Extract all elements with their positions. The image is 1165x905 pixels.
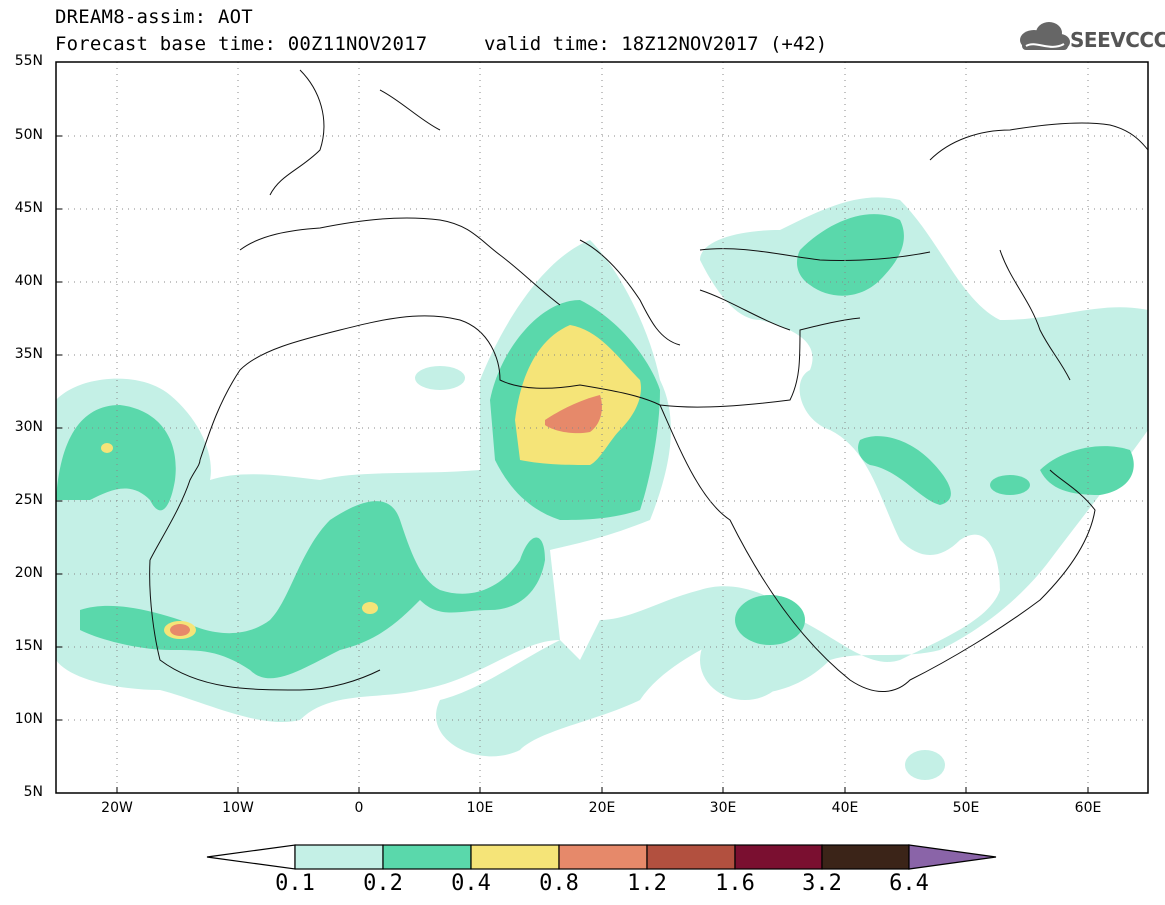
colorbar-label: 6.4 xyxy=(889,871,929,896)
logo-text: SEEVCCC xyxy=(1070,28,1165,52)
lat-label: 30N xyxy=(14,419,43,435)
lat-label: 50N xyxy=(14,127,43,143)
lon-label: 50E xyxy=(952,800,980,816)
colorbar-bin-1 xyxy=(294,844,384,870)
lat-label: 35N xyxy=(14,346,43,362)
lat-label: 20N xyxy=(14,565,43,581)
lat-label: 15N xyxy=(14,638,43,654)
lat-label: 55N xyxy=(14,53,43,69)
colorbar-bin-2 xyxy=(382,844,472,870)
title-line-1: DREAM8-assim: AOT xyxy=(55,6,253,28)
lat-label: 25N xyxy=(14,492,43,508)
colorbar-label: 1.6 xyxy=(715,871,755,896)
colorbar-bin-7 xyxy=(821,844,910,870)
colorbar-bin-5 xyxy=(646,844,736,870)
colorbar-bin-3 xyxy=(470,844,560,870)
lon-label: 60E xyxy=(1074,800,1102,816)
lon-label: 10E xyxy=(466,800,494,816)
lat-label: 5N xyxy=(23,784,43,800)
ticks xyxy=(56,61,1089,793)
lon-label: 20W xyxy=(101,800,133,816)
colorbar xyxy=(206,844,997,870)
graticule xyxy=(56,62,1148,793)
colorbar-label: 1.2 xyxy=(627,871,667,896)
coastlines xyxy=(149,69,1148,693)
colorbar-max-arrow xyxy=(908,844,997,870)
lat-label: 45N xyxy=(14,200,43,216)
lon-label: 40E xyxy=(831,800,859,816)
colorbar-label: 0.8 xyxy=(539,871,579,896)
lat-label: 10N xyxy=(14,711,43,727)
lon-label: 0 xyxy=(354,800,364,816)
colorbar-min-arrow xyxy=(206,844,296,870)
valid-time: valid time: 18Z12NOV2017 (+42) xyxy=(484,33,828,55)
colorbar-label: 0.1 xyxy=(275,871,315,896)
colorbar-bin-4 xyxy=(558,844,648,870)
colorbar-label: 0.4 xyxy=(451,871,491,896)
aot-level-2-areas xyxy=(56,214,1134,679)
colorbar-label: 3.2 xyxy=(802,871,842,896)
lat-label: 40N xyxy=(14,273,43,289)
lon-label: 20E xyxy=(588,800,616,816)
cloud-icon xyxy=(1020,22,1070,50)
forecast-base-time: Forecast base time: 00Z11NOV2017 xyxy=(55,33,428,55)
aot-level-4-areas xyxy=(170,395,602,636)
colorbar-bin-6 xyxy=(734,844,823,870)
lon-label: 30E xyxy=(709,800,737,816)
colorbar-label: 0.2 xyxy=(363,871,403,896)
lon-label: 10W xyxy=(222,800,254,816)
